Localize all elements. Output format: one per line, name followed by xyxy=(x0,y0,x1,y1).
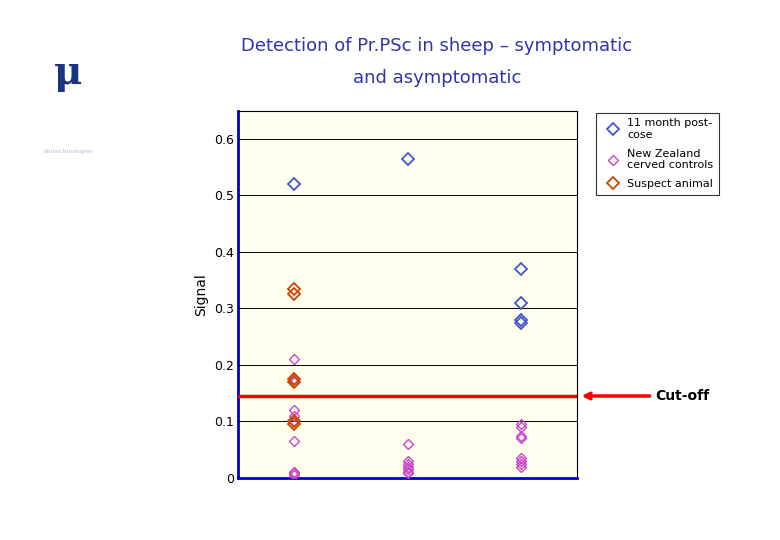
FancyBboxPatch shape xyxy=(7,5,129,146)
Text: and asymptomatic: and asymptomatic xyxy=(353,69,521,87)
Text: μ: μ xyxy=(54,54,83,92)
Text: biotechnologies: biotechnologies xyxy=(44,148,93,153)
Legend: 11 month post-
cose, New Zealand
cerved controls, Suspect animal: 11 month post- cose, New Zealand cerved … xyxy=(597,112,719,195)
Text: Detection of Pr.PSc in sheep – symptomatic: Detection of Pr.PSc in sheep – symptomat… xyxy=(241,37,633,55)
Text: microsens: microsens xyxy=(47,132,90,141)
Y-axis label: Signal: Signal xyxy=(194,273,208,316)
Text: Cut-off: Cut-off xyxy=(586,389,709,403)
